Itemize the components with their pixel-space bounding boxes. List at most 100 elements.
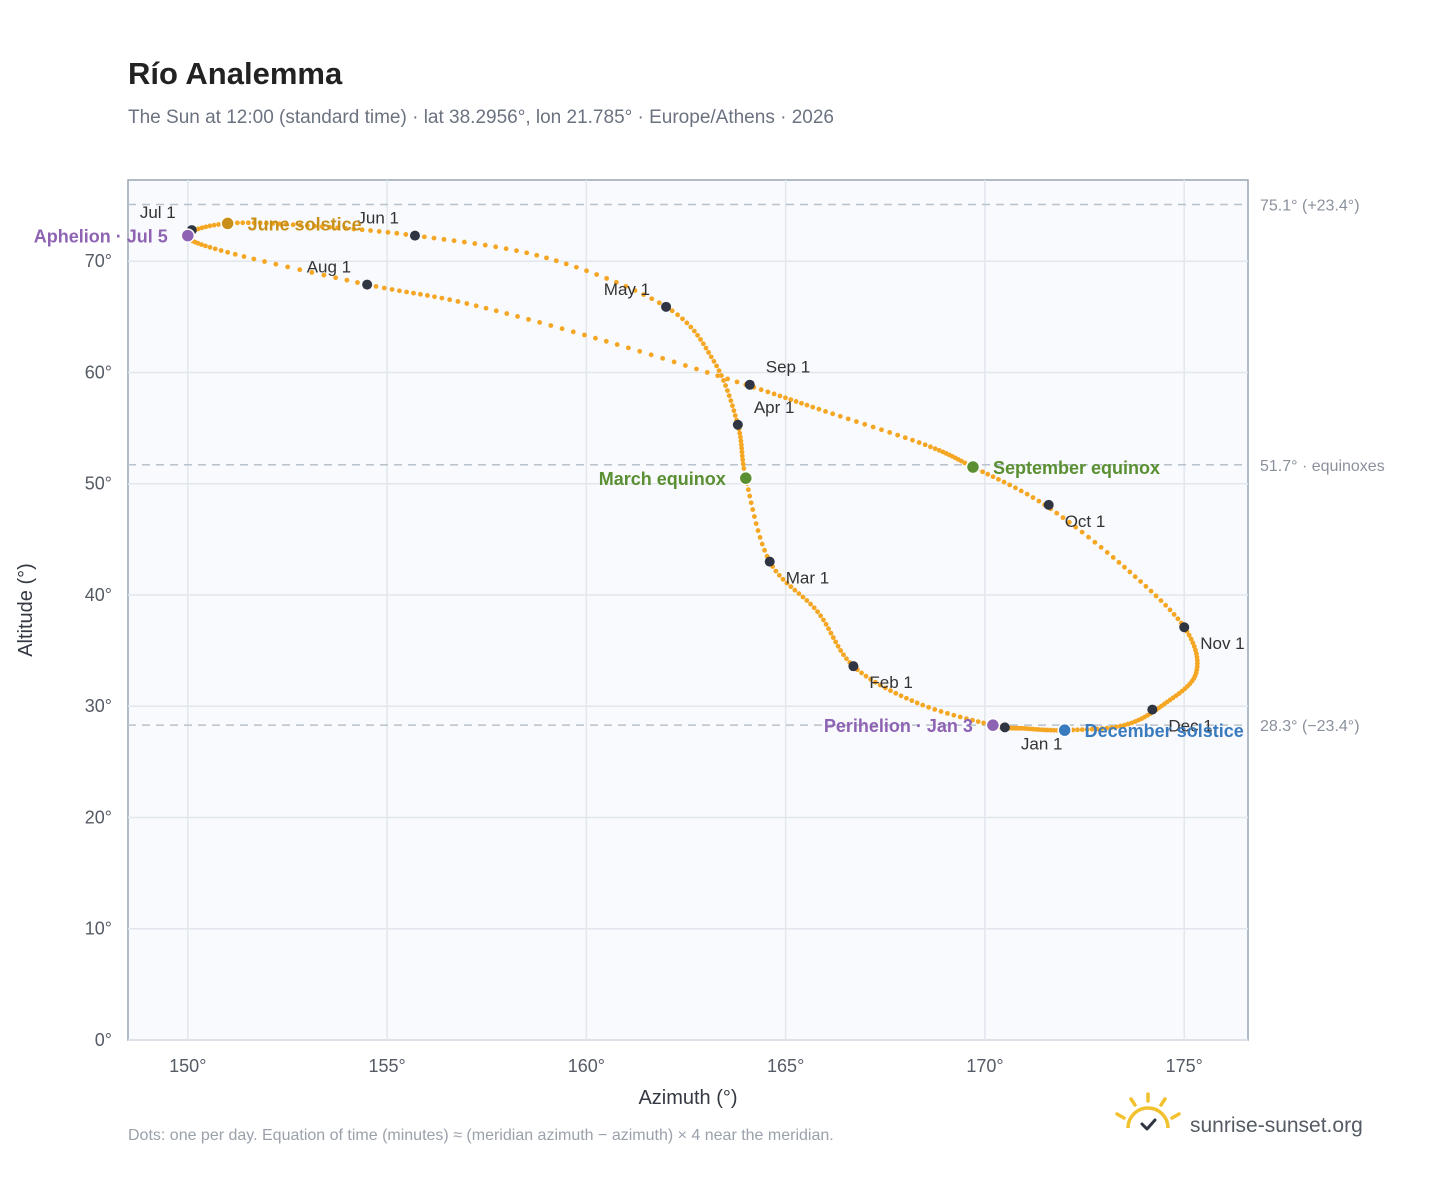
day-dot bbox=[990, 474, 996, 480]
day-dot bbox=[1158, 598, 1164, 604]
day-dot bbox=[788, 584, 794, 590]
day-dot bbox=[641, 292, 647, 298]
day-dot bbox=[688, 324, 694, 330]
day-dot bbox=[464, 301, 470, 306]
day-dot bbox=[1036, 498, 1042, 504]
month-marker-label: Oct 1 bbox=[1065, 512, 1106, 531]
month-marker-dot bbox=[732, 419, 743, 430]
month-marker-dot bbox=[661, 301, 672, 312]
day-dot bbox=[603, 338, 609, 344]
day-dot bbox=[1092, 539, 1098, 545]
plot-area bbox=[127, 179, 1249, 1041]
event-marker-label: March equinox bbox=[599, 469, 726, 489]
day-dot bbox=[649, 296, 655, 302]
day-dot bbox=[757, 535, 763, 540]
footnote: Dots: one per day. Equation of time (min… bbox=[128, 1127, 834, 1144]
day-dot bbox=[418, 291, 423, 297]
day-dot bbox=[951, 712, 957, 718]
day-dot bbox=[403, 232, 409, 237]
day-dot bbox=[1079, 529, 1085, 535]
day-dot bbox=[1122, 564, 1127, 570]
day-dot bbox=[270, 221, 276, 226]
day-dot bbox=[725, 388, 730, 393]
day-dot bbox=[740, 461, 746, 467]
day-dot bbox=[526, 316, 531, 322]
day-dot bbox=[534, 252, 540, 258]
day-dot bbox=[700, 341, 706, 347]
day-dot bbox=[859, 670, 864, 676]
month-marker-label: Aug 1 bbox=[307, 258, 351, 277]
day-dot bbox=[1066, 519, 1072, 525]
day-dot bbox=[738, 442, 744, 448]
day-dot bbox=[691, 328, 697, 334]
day-dot bbox=[734, 379, 740, 385]
day-dot bbox=[1188, 636, 1194, 642]
day-dot bbox=[656, 300, 662, 306]
day-dot bbox=[938, 709, 944, 714]
day-dot bbox=[694, 366, 699, 372]
month-marker-dot bbox=[1179, 622, 1190, 633]
day-dot bbox=[904, 695, 909, 701]
day-dot bbox=[698, 337, 703, 342]
day-dot bbox=[739, 449, 745, 455]
day-dot bbox=[312, 223, 318, 229]
month-marker-dot bbox=[744, 379, 755, 390]
day-dot bbox=[898, 693, 904, 699]
day-dot bbox=[833, 639, 839, 645]
day-dot bbox=[404, 289, 409, 295]
event-marker-dot bbox=[1057, 722, 1072, 738]
x-tick-label: 150° bbox=[169, 1056, 206, 1076]
day-dot bbox=[524, 250, 530, 256]
day-dot bbox=[235, 220, 240, 226]
day-dot bbox=[708, 354, 714, 360]
month-marker-label: Sep 1 bbox=[766, 358, 810, 377]
day-dot bbox=[932, 707, 938, 712]
day-dot bbox=[1086, 534, 1091, 540]
day-dot bbox=[738, 434, 743, 440]
day-dot bbox=[614, 342, 620, 347]
day-dot bbox=[257, 220, 263, 226]
day-dot bbox=[245, 220, 251, 226]
day-dot bbox=[796, 591, 802, 597]
day-dot bbox=[718, 373, 724, 378]
day-dot bbox=[964, 716, 969, 722]
x-tick-label: 155° bbox=[368, 1056, 405, 1076]
day-dot bbox=[424, 293, 430, 298]
y-tick-label: 0° bbox=[95, 1030, 112, 1050]
day-dot bbox=[773, 568, 779, 574]
month-marker-dot bbox=[1043, 499, 1054, 510]
day-dot bbox=[784, 580, 790, 586]
day-dot bbox=[544, 255, 549, 261]
day-dot bbox=[1073, 524, 1079, 530]
day-dot bbox=[1190, 640, 1196, 646]
day-dot bbox=[1089, 726, 1095, 732]
day-dot bbox=[439, 295, 445, 301]
day-dot bbox=[818, 613, 824, 619]
day-dot bbox=[804, 402, 810, 408]
day-dot bbox=[1153, 593, 1159, 599]
day-dot bbox=[290, 222, 296, 228]
day-dot bbox=[1110, 555, 1116, 560]
event-marker-label: September equinox bbox=[993, 458, 1160, 478]
x-tick-label: 175° bbox=[1166, 1056, 1203, 1076]
day-dot bbox=[1094, 726, 1100, 732]
day-dot bbox=[1116, 559, 1122, 565]
day-dot bbox=[902, 435, 908, 441]
day-dot bbox=[1075, 727, 1080, 733]
day-dot bbox=[823, 621, 829, 627]
day-dot bbox=[910, 437, 915, 443]
day-dot bbox=[240, 220, 246, 226]
day-dot bbox=[741, 465, 747, 471]
month-marker-label: Apr 1 bbox=[754, 398, 795, 417]
event-markers: Aphelion · Jul 5 June solstice March equin… bbox=[34, 214, 1244, 741]
day-dot bbox=[203, 243, 208, 249]
day-dot bbox=[1118, 723, 1123, 729]
day-dot bbox=[493, 308, 499, 314]
day-dot bbox=[704, 370, 710, 375]
day-dot bbox=[482, 242, 488, 248]
day-dot bbox=[932, 446, 938, 452]
day-dot bbox=[232, 251, 238, 257]
day-dot bbox=[823, 409, 828, 414]
month-marker-label: Dec 1 bbox=[1168, 717, 1212, 736]
day-dot bbox=[264, 220, 269, 226]
